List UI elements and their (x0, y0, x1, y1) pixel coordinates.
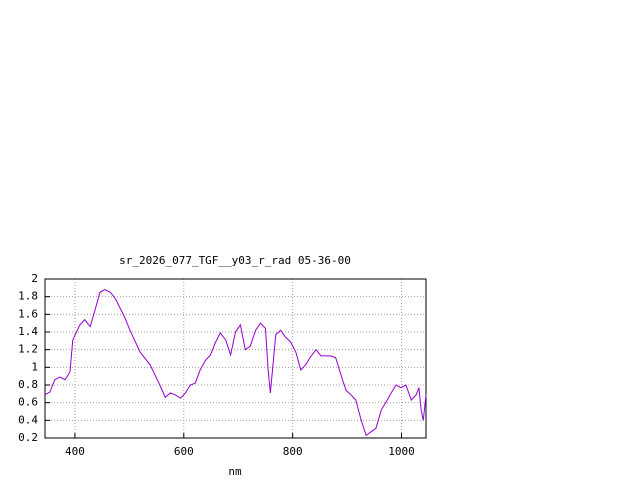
x-axis-label: nm (228, 465, 242, 478)
y-tick-label: 1.6 (18, 307, 38, 320)
x-tick-label: 400 (65, 445, 85, 458)
chart-title: sr_2026_077_TGF__y03_r_rad 05-36-00 (119, 254, 351, 267)
y-tick-label: 0.8 (18, 378, 38, 391)
y-tick-label: 1.4 (18, 325, 38, 338)
x-tick-label: 800 (283, 445, 303, 458)
x-tick-label: 1000 (388, 445, 415, 458)
y-tick-label: 0.6 (18, 396, 38, 409)
y-tick-label: 0.4 (18, 413, 38, 426)
data-line (44, 289, 427, 437)
y-tick-label: 1.2 (18, 343, 38, 356)
y-tick-label: 2 (31, 272, 38, 285)
y-tick-label: 1 (31, 360, 38, 373)
y-tick-label: 0.2 (18, 431, 38, 444)
y-tick-label: 1.8 (18, 290, 38, 303)
plot-frame (44, 278, 427, 439)
x-tick-label: 600 (174, 445, 194, 458)
